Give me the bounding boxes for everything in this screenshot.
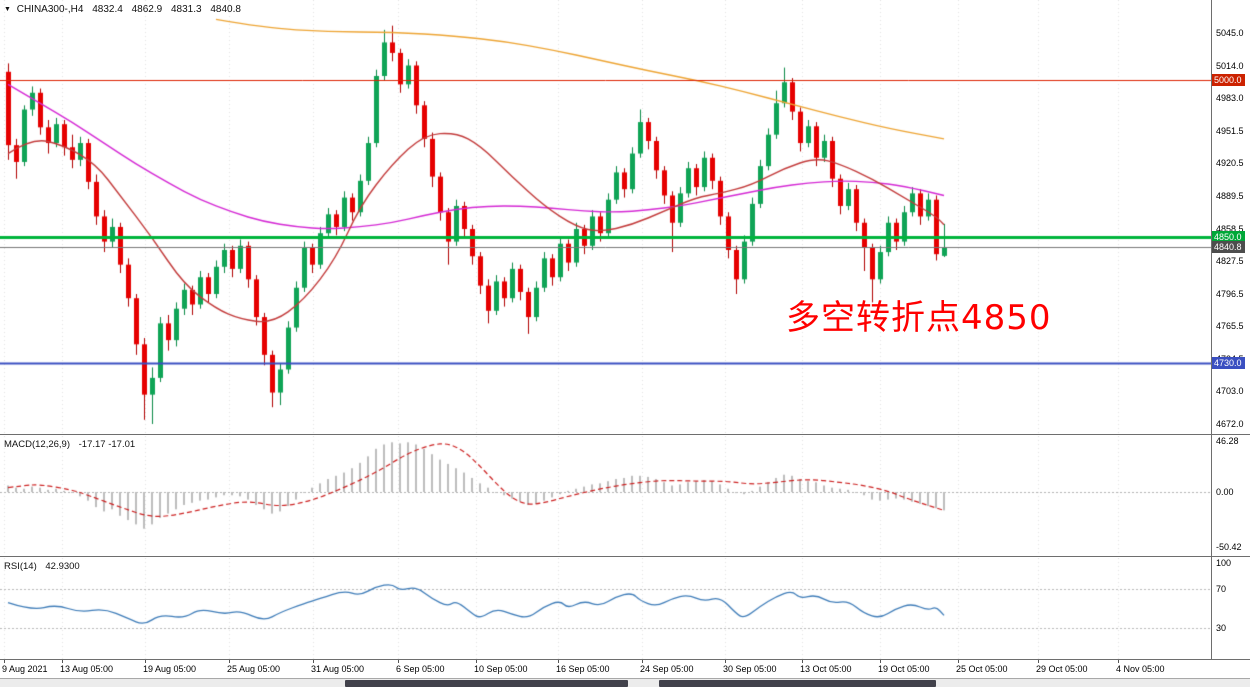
taskbar-item[interactable] — [659, 680, 936, 687]
time-axis-tick — [1038, 660, 1039, 663]
price-tick-label: 4920.5 — [1216, 158, 1244, 169]
time-axis-tick — [1118, 660, 1119, 663]
candlestick-chart-canvas[interactable] — [0, 0, 1211, 434]
macd-axis-label: 0.00 — [1216, 487, 1234, 497]
taskbar-item[interactable] — [345, 680, 628, 687]
time-axis-separator — [0, 659, 1250, 660]
time-axis-tick — [802, 660, 803, 663]
price-tick-label: 4889.5 — [1216, 190, 1244, 201]
price-line-tag: 4850.0 — [1212, 231, 1245, 244]
macd-axis-label: 46.28 — [1216, 436, 1239, 446]
time-axis-label: 30 Sep 05:00 — [723, 664, 777, 674]
time-axis-label: 19 Aug 05:00 — [143, 664, 197, 674]
price-tick-label: 4703.0 — [1216, 386, 1244, 397]
bar-close-value: 4840.8 — [210, 4, 241, 15]
symbol-marker-icon: ▼ — [4, 5, 11, 13]
time-axis-label: 4 Nov 05:00 — [1116, 664, 1165, 674]
time-axis-label: 9 Aug 2021 — [2, 664, 48, 674]
price-tick-label: 4672.0 — [1216, 419, 1244, 429]
panel-separator[interactable] — [0, 556, 1250, 557]
trend-annotation-text: 多空转折点4850 — [786, 298, 1052, 338]
rsi-axis-label: 100 — [1216, 558, 1232, 568]
rsi-indicator-canvas[interactable] — [0, 558, 1211, 660]
chart-header: ▼ CHINA300-,H4 4832.4 4862.9 4831.3 4840… — [4, 4, 241, 15]
time-axis-label: 6 Sep 05:00 — [396, 664, 445, 674]
price-line-tag: 5000.0 — [1212, 74, 1245, 87]
time-axis-tick — [4, 660, 5, 663]
price-axis-line — [1211, 0, 1212, 659]
price-tick-label: 4983.0 — [1216, 93, 1244, 104]
time-axis-label: 19 Oct 05:00 — [878, 664, 930, 674]
price-tick-label: 5045.0 — [1216, 28, 1244, 38]
time-axis-tick — [398, 660, 399, 663]
price-tick-label: 5014.0 — [1216, 60, 1244, 71]
time-axis-tick — [558, 660, 559, 663]
time-axis-label: 25 Oct 05:00 — [956, 664, 1008, 674]
price-line-tag: 4730.0 — [1212, 357, 1245, 370]
time-axis-tick — [476, 660, 477, 663]
symbol-period-label: CHINA300-,H4 — [16, 4, 84, 15]
macd-indicator-canvas[interactable] — [0, 436, 1211, 557]
time-axis-tick — [642, 660, 643, 663]
bar-high-value: 4862.9 — [131, 4, 163, 15]
price-tick-label: 4765.5 — [1216, 321, 1244, 332]
rsi-axis-label: 30 — [1216, 623, 1227, 634]
macd-title: MACD(12,26,9) — [4, 439, 70, 450]
rsi-current-value: 42.9300 — [45, 561, 80, 572]
panel-separator[interactable] — [0, 434, 1250, 435]
time-axis-label: 16 Sep 05:00 — [556, 664, 610, 674]
macd-axis-label: -50.42 — [1216, 542, 1242, 552]
time-axis-tick — [313, 660, 314, 663]
time-axis-tick — [958, 660, 959, 663]
time-axis-label: 13 Oct 05:00 — [800, 664, 852, 674]
time-axis-label: 31 Aug 05:00 — [311, 664, 365, 674]
time-axis-label: 10 Sep 05:00 — [474, 664, 528, 674]
price-tick-label: 4858.5 — [1216, 223, 1244, 234]
time-axis-label: 25 Aug 05:00 — [227, 664, 281, 674]
bar-open-value: 4832.4 — [92, 4, 123, 15]
rsi-header: RSI(14) 42.9300 — [4, 561, 80, 572]
rsi-title: RSI(14) — [4, 561, 37, 572]
time-axis-tick — [880, 660, 881, 663]
price-line-tag: 4840.8 — [1212, 241, 1245, 254]
time-axis-tick — [62, 660, 63, 663]
macd-current-values: -17.17 -17.01 — [78, 439, 136, 450]
bottom-taskbar-strip — [0, 678, 1250, 687]
price-tick-label: 4796.5 — [1216, 288, 1244, 299]
time-axis-label: 13 Aug 05:00 — [60, 664, 114, 674]
time-axis-label: 24 Sep 05:00 — [640, 664, 694, 674]
rsi-axis-label: 70 — [1216, 583, 1227, 594]
macd-header: MACD(12,26,9) -17.17 -17.01 — [4, 439, 135, 450]
time-axis-label: 29 Oct 05:00 — [1036, 664, 1088, 674]
time-axis-tick — [725, 660, 726, 663]
time-axis-tick — [145, 660, 146, 663]
bar-low-value: 4831.3 — [170, 4, 202, 15]
price-tick-label: 4951.5 — [1216, 125, 1244, 136]
price-tick-label: 4827.5 — [1216, 256, 1244, 267]
time-axis-tick — [229, 660, 230, 663]
